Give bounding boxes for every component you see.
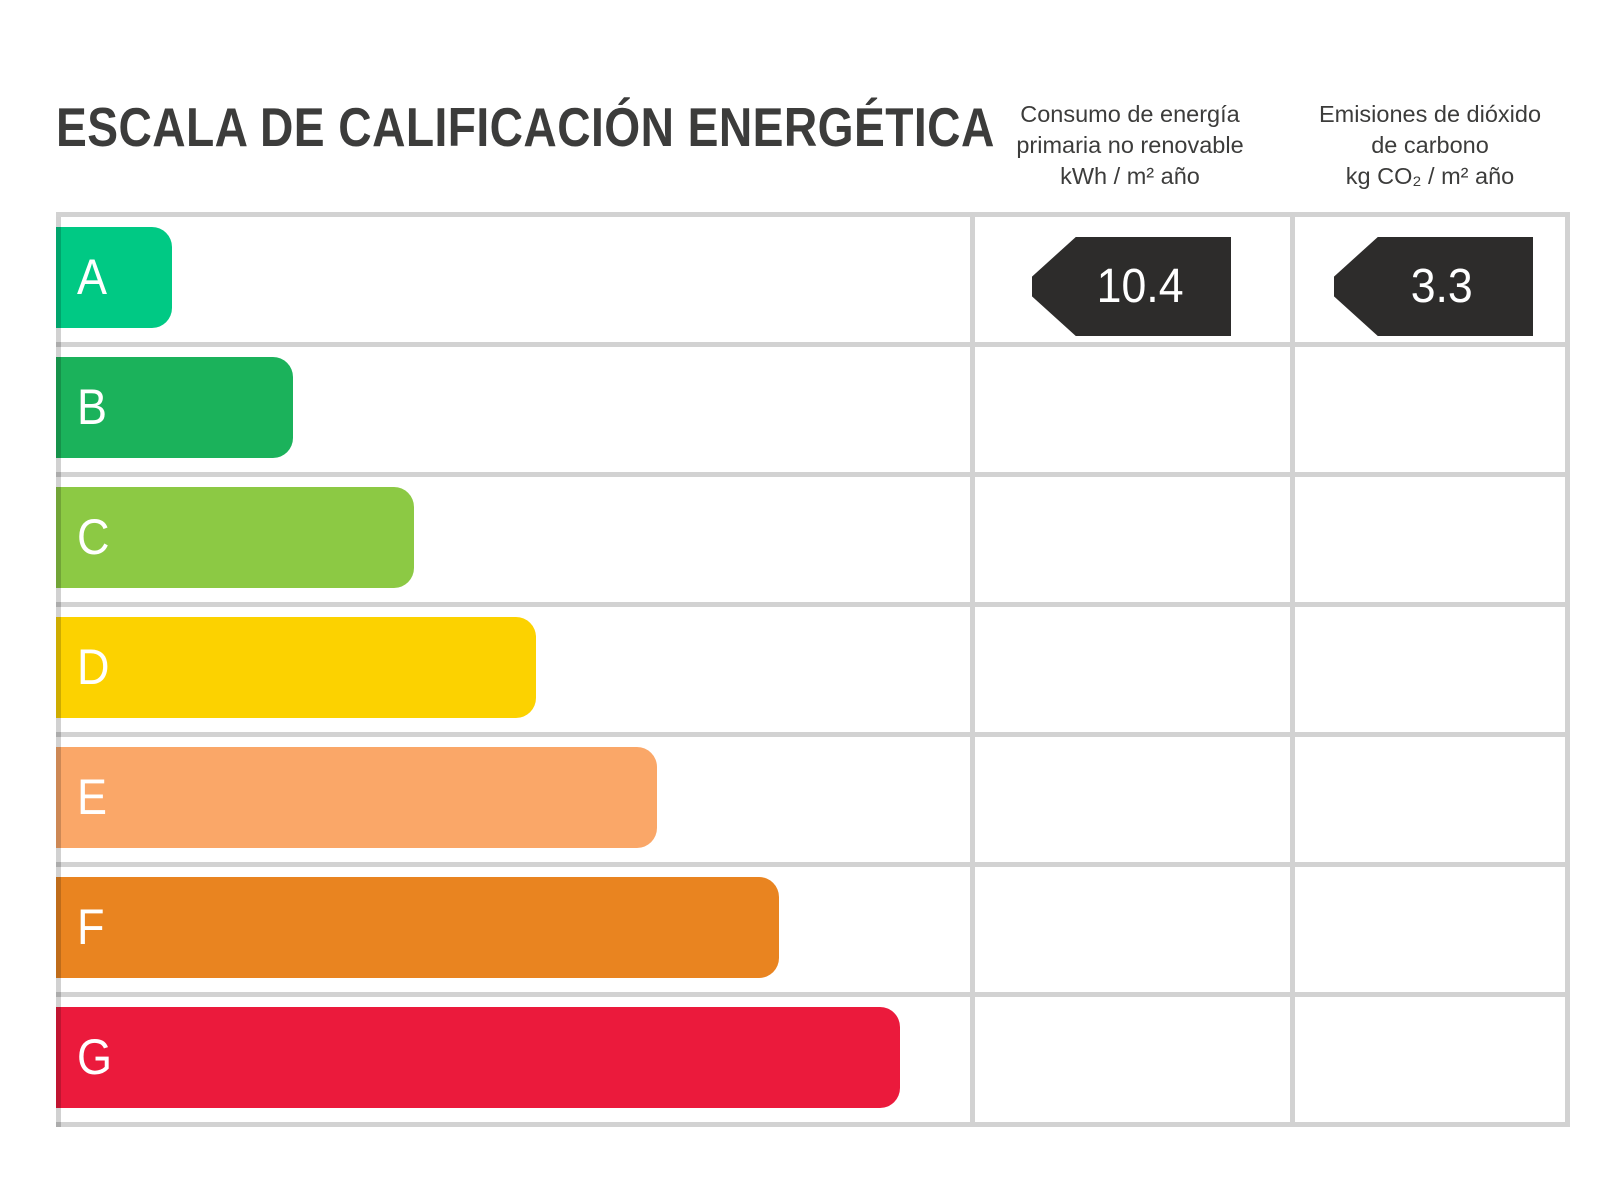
rating-bar: E <box>56 747 657 848</box>
consumption-value: 10.4 <box>1096 260 1184 313</box>
emissions-value: 3.3 <box>1410 260 1473 313</box>
table-left-border <box>56 217 61 1127</box>
grade-letter: C <box>77 508 110 565</box>
grade-letter: B <box>77 378 108 435</box>
header-line: kg CO₂ / m² año <box>1345 163 1515 189</box>
grade-letter: A <box>77 248 108 305</box>
grade-letter: D <box>77 638 110 695</box>
rating-bar: G <box>56 1007 900 1108</box>
grade-letter: F <box>77 898 105 955</box>
rating-bar: C <box>56 487 414 588</box>
rating-bar: B <box>56 357 293 458</box>
page-title: ESCALA DE CALIFICACIÓN ENERGÉTICA <box>56 96 995 158</box>
column-divider <box>1290 217 1295 1127</box>
rating-row: G <box>56 1007 1565 1127</box>
column-divider <box>970 217 975 1127</box>
rating-row: D <box>56 617 1565 737</box>
rating-row: C <box>56 487 1565 607</box>
rating-row: A 10.4 3.3 <box>56 227 1565 347</box>
emissions-column-header: Emisiones de dióxido de carbono kg CO₂ /… <box>1290 99 1570 192</box>
emissions-value-tag: 3.3 <box>1334 237 1533 336</box>
rating-bar: A <box>56 227 172 328</box>
rating-table: A 10.4 3.3 B C D E <box>56 212 1570 1127</box>
rating-bar: D <box>56 617 536 718</box>
rating-row: E <box>56 747 1565 867</box>
header-line: Emisiones de dióxido <box>1318 101 1542 127</box>
header-line: de carbono <box>1371 132 1489 158</box>
grade-letter: G <box>77 1028 113 1085</box>
header-line: Consumo de energía <box>1020 101 1240 127</box>
consumption-value-tag: 10.4 <box>1032 237 1231 336</box>
rating-row: F <box>56 877 1565 997</box>
grade-letter: E <box>77 768 108 825</box>
header-line: kWh / m² año <box>1060 163 1200 189</box>
rating-row: B <box>56 357 1565 477</box>
rating-bar: F <box>56 877 779 978</box>
header-line: primaria no renovable <box>1016 132 1244 158</box>
consumption-column-header: Consumo de energía primaria no renovable… <box>970 99 1290 192</box>
